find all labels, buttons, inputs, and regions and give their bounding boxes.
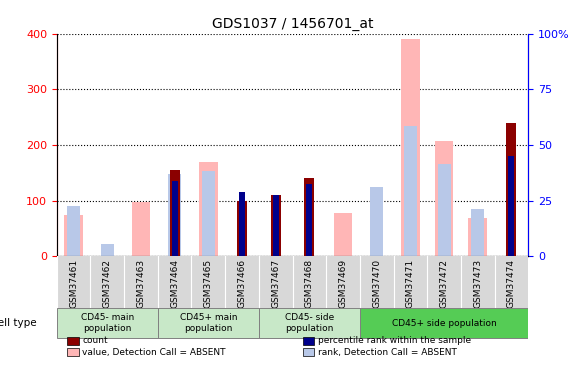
- Text: GSM37461: GSM37461: [69, 259, 78, 308]
- Bar: [101, 244, 114, 256]
- Bar: [404, 126, 417, 256]
- Text: percentile rank within the sample: percentile rank within the sample: [318, 336, 471, 345]
- Text: GSM37468: GSM37468: [305, 259, 314, 308]
- Bar: [303, 348, 315, 357]
- Bar: [67, 337, 79, 345]
- Bar: [67, 348, 79, 357]
- Text: value, Detection Call = ABSENT: value, Detection Call = ABSENT: [82, 348, 225, 357]
- Bar: [370, 187, 383, 256]
- Bar: [303, 337, 315, 345]
- Text: GSM37470: GSM37470: [372, 259, 381, 308]
- Bar: [57, 309, 158, 338]
- Text: GSM37472: GSM37472: [440, 259, 449, 308]
- Text: GSM37464: GSM37464: [170, 259, 179, 308]
- Bar: [132, 202, 151, 256]
- Bar: [64, 214, 83, 256]
- Text: GSM37465: GSM37465: [204, 259, 213, 308]
- Bar: [471, 209, 484, 256]
- Bar: [360, 309, 528, 338]
- Text: GSM37467: GSM37467: [271, 259, 280, 308]
- Text: GSM37462: GSM37462: [103, 259, 112, 308]
- Bar: [67, 206, 80, 256]
- Bar: [508, 156, 515, 256]
- Bar: [259, 309, 360, 338]
- Bar: [158, 309, 259, 338]
- Text: CD45- main
population: CD45- main population: [81, 314, 134, 333]
- Bar: [172, 181, 178, 256]
- Bar: [435, 141, 453, 256]
- Bar: [506, 123, 516, 256]
- Bar: [401, 39, 420, 256]
- Bar: [168, 174, 181, 256]
- Text: CD45+ side population: CD45+ side population: [392, 319, 496, 328]
- Text: rank, Detection Call = ABSENT: rank, Detection Call = ABSENT: [318, 348, 457, 357]
- Text: CD45- side
population: CD45- side population: [285, 314, 334, 333]
- Bar: [334, 213, 352, 256]
- Text: GSM37466: GSM37466: [237, 259, 247, 308]
- Text: CD45+ main
population: CD45+ main population: [179, 314, 237, 333]
- Bar: [437, 165, 450, 256]
- Text: GSM37473: GSM37473: [473, 259, 482, 308]
- Text: GSM37469: GSM37469: [339, 259, 348, 308]
- Bar: [170, 170, 179, 256]
- Text: GSM37474: GSM37474: [507, 259, 516, 308]
- Bar: [239, 192, 245, 256]
- Bar: [469, 218, 487, 256]
- Bar: [199, 162, 218, 256]
- Bar: [273, 195, 279, 256]
- Title: GDS1037 / 1456701_at: GDS1037 / 1456701_at: [212, 17, 373, 32]
- Text: GSM37463: GSM37463: [136, 259, 145, 308]
- Bar: [304, 178, 315, 256]
- Bar: [306, 184, 312, 256]
- Text: cell type: cell type: [0, 318, 36, 328]
- Text: GSM37471: GSM37471: [406, 259, 415, 308]
- Bar: [270, 195, 281, 256]
- Bar: [202, 171, 215, 256]
- Text: count: count: [82, 336, 108, 345]
- Bar: [237, 201, 247, 256]
